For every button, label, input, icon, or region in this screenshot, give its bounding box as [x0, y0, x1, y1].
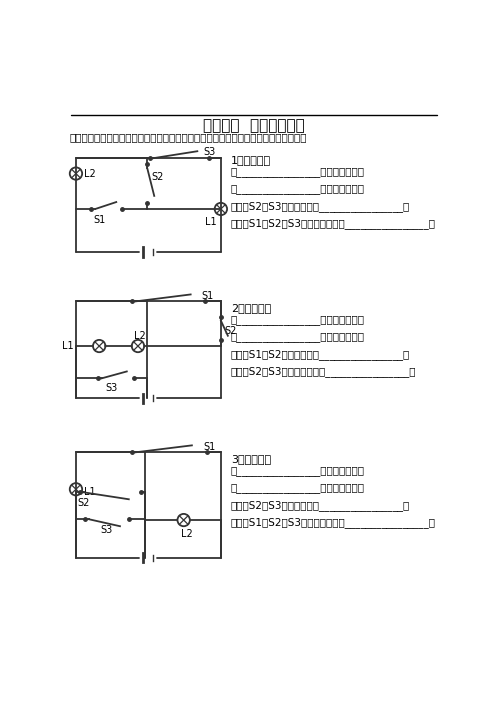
Text: 当________________时，两灯串联；: 当________________时，两灯串联；: [231, 167, 365, 178]
Text: 当开关S2、S3同时闭合时，________________；: 当开关S2、S3同时闭合时，________________；: [231, 201, 410, 212]
Text: L2: L2: [134, 331, 146, 340]
Text: S2: S2: [77, 498, 90, 508]
Text: L1: L1: [62, 341, 73, 352]
Text: 当________________时，两灯并联；: 当________________时，两灯并联；: [231, 483, 365, 493]
Text: S3: S3: [203, 147, 215, 157]
Text: S1: S1: [93, 215, 105, 225]
Text: 1、如左图：: 1、如左图：: [231, 155, 271, 165]
Text: S1: S1: [201, 291, 214, 300]
Text: L1: L1: [205, 217, 217, 227]
Text: 一、看电路图，按要求完成分析填空，并尝试画出各小题内各种状态下的简化电路图：: 一、看电路图，按要求完成分析填空，并尝试画出各小题内各种状态下的简化电路图：: [70, 132, 307, 142]
Text: 2、如左图：: 2、如左图：: [231, 303, 271, 313]
Text: 当开关S1、S2同时闭合时，________________；: 当开关S1、S2同时闭合时，________________；: [231, 349, 410, 360]
Text: L2: L2: [84, 169, 95, 179]
Text: S3: S3: [101, 526, 113, 536]
Text: L2: L2: [182, 529, 193, 538]
Text: 当开关S1、S2、S3都闭合时，电路________________。: 当开关S1、S2、S3都闭合时，电路________________。: [231, 517, 436, 528]
Text: 当开关S1、S2、S3都闭合时，电路________________。: 当开关S1、S2、S3都闭合时，电路________________。: [231, 218, 436, 229]
Text: L1: L1: [84, 487, 96, 497]
Text: 当________________时，两灯并联；: 当________________时，两灯并联；: [231, 332, 365, 342]
Text: S3: S3: [105, 383, 118, 393]
Text: 等效电路  电路分析简化: 等效电路 电路分析简化: [203, 118, 305, 133]
Text: S2: S2: [151, 172, 164, 182]
Text: 3、如左图：: 3、如左图：: [231, 453, 271, 464]
Text: 当________________时，两灯并联；: 当________________时，两灯并联；: [231, 185, 365, 194]
Text: 当________________时，两灯串联；: 当________________时，两灯串联；: [231, 315, 365, 325]
Text: S2: S2: [224, 326, 237, 336]
Text: S1: S1: [203, 442, 215, 451]
Text: 当开关S2、S3都闭合时，电路________________。: 当开关S2、S3都闭合时，电路________________。: [231, 366, 417, 377]
Text: 当________________时，两灯串联；: 当________________时，两灯串联；: [231, 466, 365, 476]
Text: 当开关S2、S3同时闭合时，________________；: 当开关S2、S3同时闭合时，________________；: [231, 500, 410, 511]
